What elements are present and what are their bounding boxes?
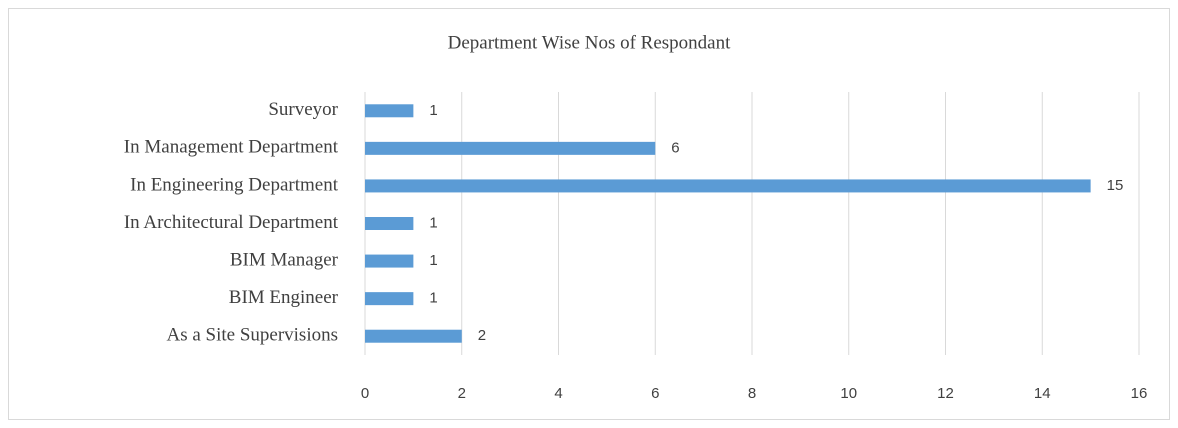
y-tick-label: BIM Manager — [230, 249, 339, 270]
chart-title: Department Wise Nos of Respondant — [448, 32, 731, 53]
bar — [365, 217, 414, 230]
value-label: 1 — [429, 214, 437, 231]
chart-frame — [8, 8, 1170, 420]
bar — [365, 104, 414, 118]
x-tick-label: 0 — [361, 385, 369, 402]
x-tick-label: 14 — [1034, 385, 1051, 402]
x-tick-label: 6 — [651, 385, 659, 402]
x-tick-label: 2 — [458, 385, 466, 402]
x-tick-label: 16 — [1131, 385, 1148, 402]
y-tick-label: In Management Department — [124, 137, 339, 158]
x-tick-label: 8 — [748, 385, 756, 402]
x-tick-label: 4 — [554, 385, 562, 402]
value-label: 1 — [429, 290, 437, 307]
y-tick-label: As a Site Supervisions — [166, 325, 338, 346]
value-label: 1 — [429, 252, 437, 269]
y-tick-label: Surveyor — [268, 99, 338, 120]
bar — [365, 329, 462, 343]
y-tick-label: In Architectural Department — [124, 212, 339, 233]
bar — [365, 254, 414, 268]
bar — [365, 141, 656, 155]
value-label: 2 — [478, 327, 486, 344]
x-tick-label: 10 — [840, 385, 857, 402]
value-label: 15 — [1107, 177, 1124, 194]
value-label: 1 — [429, 102, 437, 119]
y-tick-label: In Engineering Department — [130, 174, 339, 195]
y-tick-label: BIM Engineer — [229, 287, 339, 308]
value-label: 6 — [671, 139, 679, 156]
x-tick-label: 12 — [937, 385, 954, 402]
bar — [365, 179, 1091, 193]
bar — [365, 292, 414, 306]
